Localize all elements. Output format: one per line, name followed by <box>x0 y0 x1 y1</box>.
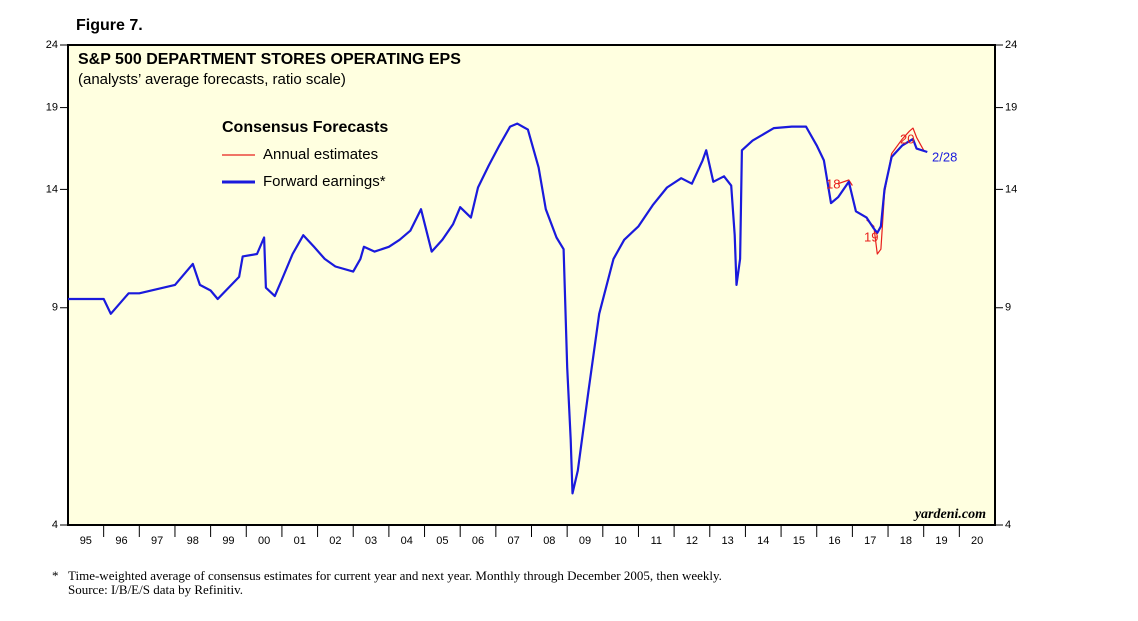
y-tick-label: 24 <box>46 39 58 51</box>
annotation: 19 <box>864 229 878 244</box>
series-line <box>837 127 925 255</box>
chart-subtitle: (analysts’ average forecasts, ratio scal… <box>78 71 346 88</box>
x-tick-label: 09 <box>579 535 591 547</box>
figure-label: Figure 7. <box>76 17 143 34</box>
legend-label: Forward earnings* <box>263 173 386 190</box>
footnote-marker: * <box>52 568 59 583</box>
x-tick-label: 16 <box>828 535 840 547</box>
x-tick-label: 11 <box>651 535 662 547</box>
y-tick-label: 4 <box>1005 519 1011 531</box>
legend-label: Annual estimates <box>263 146 378 163</box>
x-tick-label: 00 <box>258 535 270 547</box>
x-tick-label: 10 <box>615 535 627 547</box>
x-tick-label: 95 <box>80 535 92 547</box>
chart-title: S&P 500 DEPARTMENT STORES OPERATING EPS <box>78 51 461 68</box>
source: Source: I/B/E/S data by Refinitiv. <box>68 582 243 597</box>
x-tick-label: 05 <box>436 535 448 547</box>
x-tick-label: 07 <box>508 535 520 547</box>
x-tick-label: 20 <box>971 535 983 547</box>
y-tick-label: 14 <box>1005 183 1017 195</box>
y-tick-label: 9 <box>52 302 58 314</box>
series-line <box>68 122 928 495</box>
y-tick-label: 14 <box>46 183 58 195</box>
x-tick-label: 97 <box>151 535 163 547</box>
legend-title: Consensus Forecasts <box>222 119 388 136</box>
y-tick-label: 19 <box>46 101 58 113</box>
annotation: 20 <box>900 131 914 146</box>
x-tick-label: 99 <box>222 535 234 547</box>
x-tick-label: 02 <box>329 535 341 547</box>
x-tick-label: 19 <box>935 535 947 547</box>
x-tick-label: 14 <box>757 535 769 547</box>
plot-area <box>67 44 996 526</box>
y-tick-label: 24 <box>1005 39 1017 51</box>
x-tick-label: 98 <box>187 535 199 547</box>
y-tick-label: 9 <box>1005 302 1011 314</box>
x-tick-label: 15 <box>793 535 805 547</box>
y-tick-label: 4 <box>52 519 58 531</box>
x-tick-label: 03 <box>365 535 377 547</box>
x-tick-label: 08 <box>543 535 555 547</box>
x-tick-label: 06 <box>472 535 484 547</box>
x-tick-label: 04 <box>401 535 413 547</box>
annotation: 2/28 <box>932 149 957 164</box>
x-tick-label: 12 <box>686 535 698 547</box>
y-tick-label: 19 <box>1005 101 1017 113</box>
annotation: 18 <box>826 176 840 191</box>
source-credit: yardeni.com <box>913 507 986 522</box>
x-tick-label: 01 <box>294 535 306 547</box>
footnote: Time-weighted average of consensus estim… <box>68 568 722 583</box>
x-tick-label: 17 <box>864 535 876 547</box>
x-tick-label: 13 <box>721 535 733 547</box>
x-tick-label: 18 <box>900 535 912 547</box>
x-tick-label: 96 <box>115 535 127 547</box>
